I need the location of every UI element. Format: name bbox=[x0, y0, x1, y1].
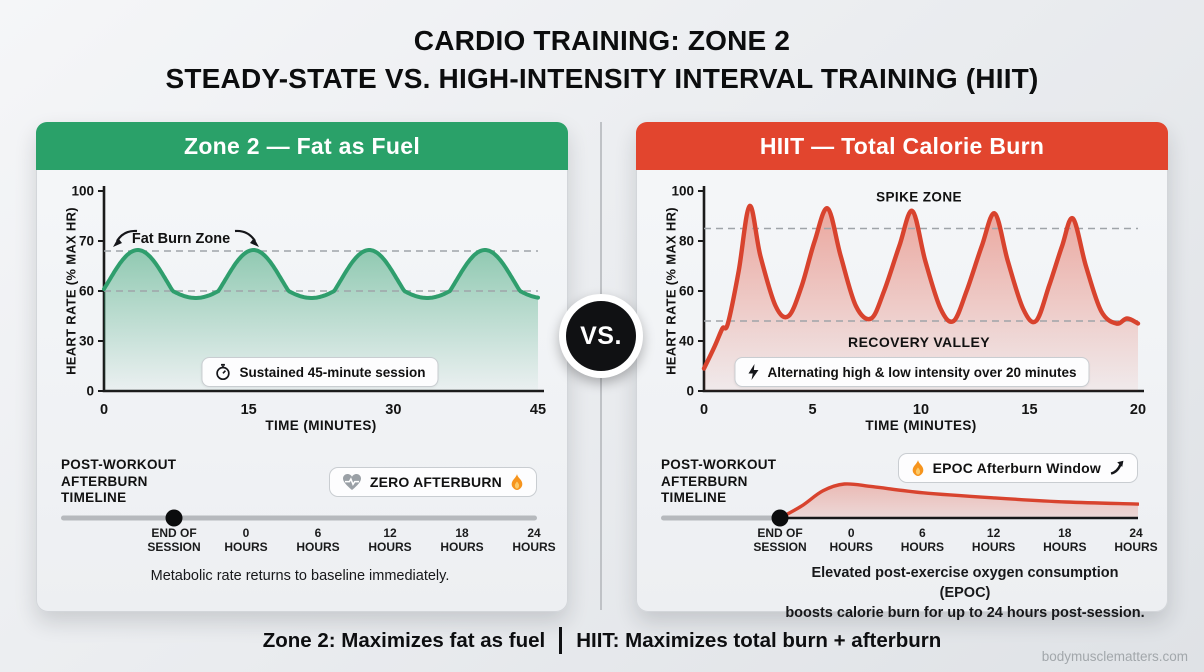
x-tick-label: 10 bbox=[913, 402, 929, 418]
hiit-chart: 0 40 60 80 100 0 5 10 15 20 bbox=[671, 184, 1146, 419]
footer-summary: Zone 2: Maximizes fat as fuel HIIT: Maxi… bbox=[0, 627, 1204, 654]
heart-pulse-icon bbox=[342, 474, 361, 490]
hiit-session-badge-label: Alternating high & low intensity over 20… bbox=[767, 364, 1077, 380]
x-tick-label: 15 bbox=[1021, 402, 1037, 418]
timeline-tick-label: 24 HOURS bbox=[1114, 526, 1158, 554]
title-line-1: CARDIO TRAINING: ZONE 2 bbox=[413, 25, 791, 56]
timeline-tick-label: 24 HOURS bbox=[512, 526, 556, 554]
hiit-panel-header: HIIT — Total Calorie Burn bbox=[636, 122, 1168, 170]
x-tick-label: 20 bbox=[1130, 402, 1146, 418]
zone2-panel-header: Zone 2 — Fat as Fuel bbox=[36, 122, 568, 170]
fat-burn-zone-label: Fat Burn Zone bbox=[131, 231, 231, 247]
timeline-tick-label: 6 HOURS bbox=[296, 526, 340, 554]
y-tick-label: 40 bbox=[679, 334, 694, 349]
title-line-2: STEADY-STATE VS. HIGH-INTENSITY INTERVAL… bbox=[165, 63, 1039, 94]
hiit-y-axis-label: HEART RATE (% MAX HR) bbox=[663, 207, 679, 375]
zero-afterburn-badge: ZERO AFTERBURN bbox=[328, 467, 537, 497]
timeline-tick-label: 6 HOURS bbox=[900, 526, 945, 554]
y-tick-label: 60 bbox=[679, 284, 694, 299]
zone2-timeline-labels: END OF SESSION 0 HOURS 6 HOURS 12 HOURS 18 HOURS 2… bbox=[61, 526, 555, 561]
timeline-tick-label: 12 HOURS bbox=[971, 526, 1016, 554]
timeline-tick-label: 0 HOURS bbox=[829, 526, 873, 554]
y-tick-label: 70 bbox=[79, 234, 94, 249]
zone2-afterburn-heading: POST-WORKOUT AFTERBURN TIMELINE bbox=[61, 457, 177, 505]
x-tick-label: 45 bbox=[530, 402, 546, 418]
epoc-afterburn-badge: EPOC Afterburn Window bbox=[897, 453, 1138, 483]
vs-badge-text: VS. bbox=[566, 301, 636, 371]
epoc-afterburn-label: EPOC Afterburn Window bbox=[932, 460, 1101, 476]
y-tick-label: 0 bbox=[686, 384, 694, 399]
lightning-icon bbox=[748, 364, 759, 380]
watermark: bodymusclematters.com bbox=[1041, 649, 1188, 664]
hiit-afterburn-timeline bbox=[661, 482, 1139, 527]
hiit-panel: HIIT — Total Calorie Burn 0 40 60 80 100 0 5 10… bbox=[636, 122, 1168, 621]
spike-zone-label: SPIKE ZONE bbox=[876, 189, 962, 205]
y-tick-label: 30 bbox=[79, 334, 94, 349]
x-tick-label: 5 bbox=[808, 402, 816, 418]
zone2-session-badge: Sustained 45-minute session bbox=[201, 357, 439, 387]
x-tick-label: 0 bbox=[100, 402, 108, 418]
page-title: CARDIO TRAINING: ZONE 2 STEADY-STATE VS.… bbox=[0, 22, 1204, 98]
footer-zone2-text: Zone 2: Maximizes fat as fuel bbox=[262, 628, 546, 652]
y-tick-label: 80 bbox=[679, 234, 694, 249]
footer-separator bbox=[559, 627, 563, 654]
zone2-afterburn-timeline bbox=[61, 509, 537, 527]
timeline-tick-label: END OF SESSION bbox=[147, 526, 201, 554]
y-tick-label: 100 bbox=[671, 184, 694, 199]
x-tick-label: 15 bbox=[241, 402, 257, 418]
recovery-valley-label: RECOVERY VALLEY bbox=[848, 334, 990, 350]
hiit-session-badge: Alternating high & low intensity over 20… bbox=[734, 357, 1090, 387]
zone2-chart: 0 30 60 70 100 0 15 30 45 bbox=[71, 184, 546, 419]
timeline-tick-label: 18 HOURS bbox=[1043, 526, 1087, 554]
timeline-tick-label: 0 HOURS bbox=[224, 526, 268, 554]
timeline-tick-label: END OF SESSION bbox=[753, 526, 807, 554]
flame-icon bbox=[511, 473, 523, 490]
y-tick-label: 0 bbox=[86, 384, 94, 399]
hiit-x-axis-label: TIME (MINUTES) bbox=[865, 418, 977, 433]
timeline-tick-label: 18 HOURS bbox=[440, 526, 484, 554]
trend-arrow-icon bbox=[1110, 460, 1124, 475]
x-tick-label: 30 bbox=[385, 402, 401, 418]
zone2-y-axis-label: HEART RATE (% MAX HR) bbox=[63, 207, 79, 375]
vs-badge: VS. bbox=[559, 294, 643, 378]
zero-afterburn-label: ZERO AFTERBURN bbox=[369, 474, 502, 490]
zone2-panel: Zone 2 — Fat as Fuel 0 30 60 70 100 0 15 30 45 H… bbox=[36, 122, 568, 612]
hiit-note: Elevated post-exercise oxygen consumptio… bbox=[785, 565, 1145, 621]
hiit-afterburn-heading: POST-WORKOUT AFTERBURN TIMELINE bbox=[661, 457, 777, 505]
flame-icon bbox=[912, 459, 923, 476]
stopwatch-icon bbox=[216, 363, 230, 381]
curve-arrow-right-icon bbox=[234, 229, 259, 247]
x-tick-label: 0 bbox=[700, 402, 708, 418]
zone2-x-axis-label: TIME (MINUTES) bbox=[265, 418, 377, 433]
footer-hiit-text: HIIT: Maximizes total burn + afterburn bbox=[576, 628, 942, 652]
y-tick-label: 100 bbox=[71, 184, 94, 199]
zone2-note: Metabolic rate returns to baseline immed… bbox=[150, 568, 450, 584]
timeline-tick-label: 12 HOURS bbox=[368, 526, 412, 554]
curve-arrow-left-icon bbox=[113, 229, 138, 247]
zone2-session-badge-label: Sustained 45-minute session bbox=[239, 364, 426, 380]
hiit-timeline-labels: END OF SESSION 0 HOURS 6 HOURS 12 HOURS 18 HOURS 2… bbox=[661, 526, 1157, 561]
y-tick-label: 60 bbox=[79, 284, 94, 299]
